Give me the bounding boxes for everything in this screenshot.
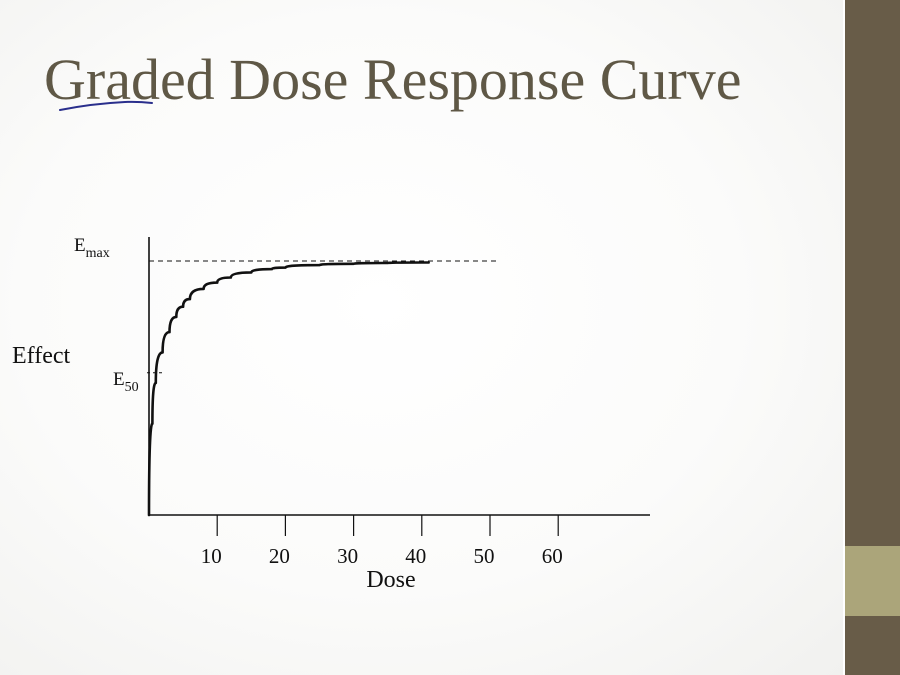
e50-label: E50 (113, 369, 139, 395)
x-tick-label-40: 40 (405, 544, 426, 568)
slide: Graded Dose Response Curve 10 20 30 40 50 60 D… (0, 0, 843, 675)
emax-label-main: E (74, 235, 86, 256)
x-tick-label-50: 50 (474, 544, 495, 568)
x-tick-label-30: 30 (337, 544, 358, 568)
sidebar-accent-block (845, 546, 900, 616)
y-axis-label: Effect (12, 343, 71, 369)
dose-response-curve (147, 261, 430, 517)
emax-label-sub: max (86, 246, 110, 261)
x-tick-label-10: 10 (201, 544, 222, 568)
e50-label-sub: 50 (125, 380, 139, 395)
emax-label: Emax (74, 235, 110, 261)
x-tick-label-20: 20 (269, 544, 290, 568)
slide-title: Graded Dose Response Curve (44, 47, 742, 112)
x-tick-label-60: 60 (542, 544, 563, 568)
e50-label-main: E (113, 369, 125, 390)
x-axis-label: Dose (366, 567, 415, 593)
